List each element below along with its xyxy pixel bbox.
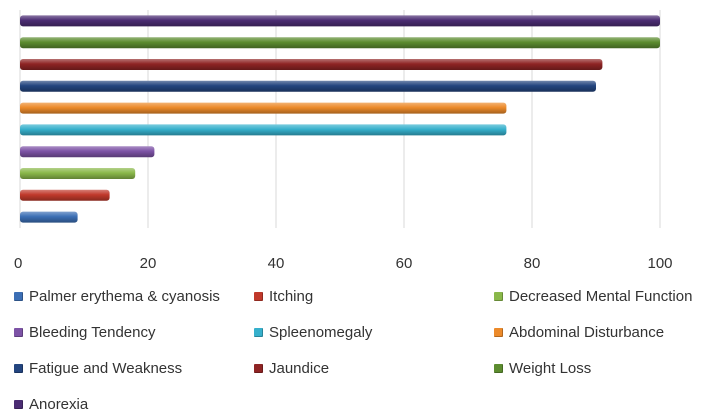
legend-item: Jaundice — [254, 360, 329, 377]
legend-label: Itching — [269, 288, 314, 305]
legend-item: Decreased Mental Function — [494, 288, 692, 305]
legend-swatch — [14, 292, 23, 301]
legend-swatch — [494, 292, 503, 301]
x-tick-label: 100 — [647, 255, 672, 272]
legend-swatch — [254, 292, 263, 301]
legend-swatch — [14, 328, 23, 337]
legend-label: Anorexia — [29, 396, 89, 413]
legend-swatch — [254, 364, 263, 373]
bar-fatigue-and-weakness — [20, 80, 596, 92]
legend-item: Anorexia — [14, 396, 88, 413]
x-tick-label: 0 — [14, 255, 22, 272]
bar-bleeding-tendency — [20, 146, 155, 158]
legend-swatch — [14, 400, 23, 409]
bar-jaundice — [20, 59, 603, 70]
legend-item: Bleeding Tendency — [14, 324, 156, 341]
x-tick-label: 80 — [524, 255, 541, 272]
x-tick-label: 60 — [396, 255, 413, 272]
x-axis: 0 20 40 60 80 100 — [14, 255, 673, 272]
legend-label: Bleeding Tendency — [29, 324, 156, 341]
bar-anorexia — [20, 15, 660, 27]
legend-label: Weight Loss — [509, 360, 592, 377]
legend-swatch — [14, 364, 23, 373]
legend-label: Decreased Mental Function — [509, 288, 693, 305]
bar-decreased-mental-function — [20, 168, 136, 179]
legend-swatch — [494, 328, 503, 337]
bars — [20, 15, 660, 223]
bar-palmer-erythema-cyanosis — [20, 211, 78, 223]
bar-weight-loss — [20, 37, 660, 49]
plot-area: 0 20 40 60 80 100 — [14, 10, 673, 272]
legend-item: Spleenomegaly — [254, 324, 372, 341]
legend-label: Spleenomegaly — [269, 324, 373, 341]
legend-label: Abdominal Disturbance — [509, 324, 665, 341]
x-tick-label: 40 — [268, 255, 285, 272]
bar-spleenomegaly — [20, 124, 507, 136]
legend-item: Palmer erythema & cyanosis — [14, 288, 220, 305]
legend-swatch — [254, 328, 263, 337]
bar-abdominal-disturbance — [20, 102, 507, 114]
legend-label: Palmer erythema & cyanosis — [29, 288, 220, 305]
legend-swatch — [494, 364, 503, 373]
legend-label: Jaundice — [269, 360, 330, 377]
legend-item: Fatigue and Weakness — [14, 360, 182, 377]
legend-item: Abdominal Disturbance — [494, 324, 664, 341]
bar-itching — [20, 189, 110, 201]
x-tick-label: 20 — [140, 255, 157, 272]
legend-item: Itching — [254, 288, 313, 305]
legend-item: Weight Loss — [494, 360, 591, 377]
legend-label: Fatigue and Weakness — [29, 360, 183, 377]
